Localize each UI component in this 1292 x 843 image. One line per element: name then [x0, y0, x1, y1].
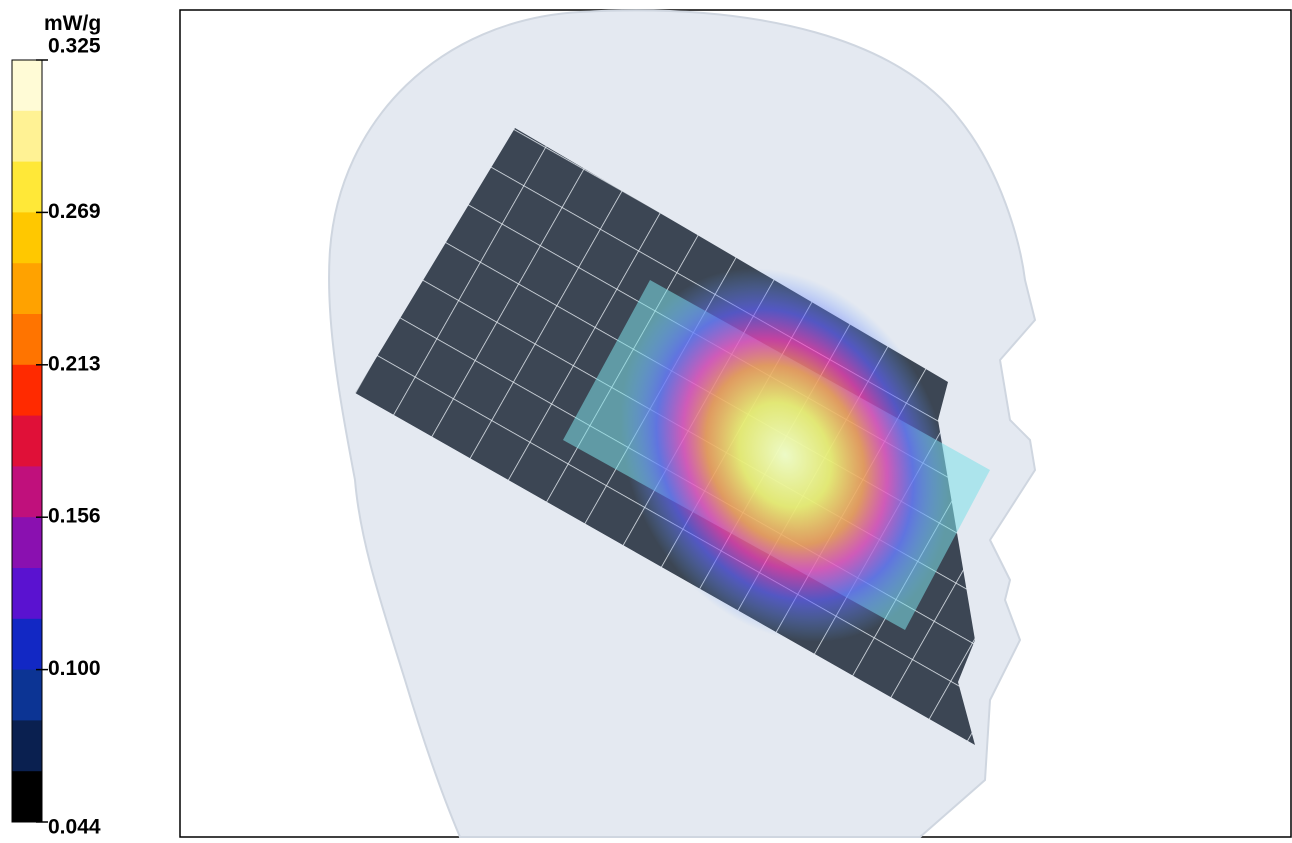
tick-label: 0.044 — [48, 816, 101, 838]
color-segment — [12, 161, 42, 213]
color-segment — [12, 771, 42, 823]
color-segment — [12, 669, 42, 721]
tick-label: 0.269 — [48, 200, 101, 223]
color-segment — [12, 110, 42, 163]
tick-label: 0.325 — [48, 35, 101, 58]
color-segment — [12, 415, 42, 467]
color-segment — [12, 314, 42, 366]
color-segment — [12, 60, 42, 112]
tick-label: 0.100 — [48, 657, 101, 680]
color-segment — [12, 212, 42, 264]
color-segment — [12, 364, 42, 417]
color-segment — [12, 568, 42, 620]
color-segment — [12, 720, 42, 772]
unit-label: mW/g — [44, 12, 101, 35]
color-segment — [12, 263, 42, 315]
color-segment — [12, 517, 42, 569]
colorbar-border — [11, 59, 43, 823]
sar-hotspot — [620, 268, 950, 642]
color-segment — [12, 466, 42, 518]
colorbar: 0.325 0.269 0.213 0.156 0.100 0.044 — [11, 35, 101, 839]
tick-label: 0.213 — [48, 352, 101, 375]
tick-label: 0.156 — [48, 505, 101, 528]
color-segment — [12, 618, 42, 671]
